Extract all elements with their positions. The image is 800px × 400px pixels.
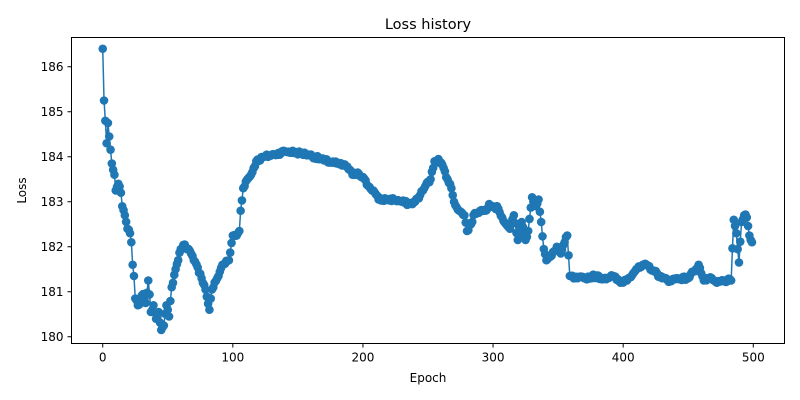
- data-point: [726, 276, 736, 285]
- data-point: [730, 221, 740, 231]
- data-point: [149, 300, 158, 310]
- data-point: [733, 244, 742, 254]
- data-point: [225, 248, 235, 257]
- data-point: [128, 260, 137, 270]
- data-point: [166, 296, 175, 306]
- data-point: [99, 96, 109, 105]
- data-point: [106, 145, 115, 154]
- y-tick-label: 180: [41, 330, 64, 344]
- data-point: [168, 278, 178, 288]
- data-point: [110, 170, 119, 180]
- data-point: [564, 251, 573, 260]
- y-axis-label: Loss: [15, 177, 29, 203]
- data-point: [734, 258, 744, 267]
- y-axis: 180 181 182 183 184 185 186: [41, 60, 72, 344]
- data-point: [538, 232, 547, 241]
- data-point: [224, 255, 234, 265]
- data-point: [120, 210, 130, 220]
- data-point: [129, 271, 139, 281]
- y-tick-label: 183: [41, 195, 64, 209]
- data-point: [102, 138, 111, 148]
- data-point: [206, 294, 216, 303]
- data-point: [125, 228, 135, 238]
- y-tick-label: 184: [41, 150, 64, 164]
- data-point: [143, 276, 153, 285]
- data-point: [535, 207, 545, 217]
- plot-area: [71, 37, 785, 344]
- data-point: [447, 183, 456, 193]
- data-point: [145, 290, 154, 299]
- data-point: [159, 321, 169, 330]
- data-point: [116, 188, 126, 198]
- data-point: [426, 174, 435, 184]
- data-point: [154, 307, 163, 317]
- data-point: [536, 217, 546, 227]
- data-point: [141, 298, 150, 308]
- x-tick-label: 0: [99, 351, 107, 365]
- data-point: [467, 217, 477, 227]
- x-tick-label: 200: [351, 351, 374, 365]
- data-point: [523, 226, 533, 236]
- data-point: [742, 213, 752, 222]
- data-point: [103, 118, 113, 128]
- data-point: [104, 132, 114, 141]
- data-point: [525, 214, 534, 224]
- data-point: [164, 312, 174, 321]
- x-tick-label: 500: [742, 351, 765, 365]
- data-point: [460, 210, 469, 220]
- data-point: [201, 285, 210, 294]
- x-tick-label: 100: [221, 351, 244, 365]
- data-point: [747, 237, 757, 247]
- y-tick-label: 181: [41, 285, 64, 299]
- data-point: [121, 217, 131, 227]
- data-point: [509, 210, 519, 220]
- chart-title: Loss history: [385, 17, 472, 33]
- data-point: [743, 221, 753, 231]
- y-tick-label: 185: [41, 105, 64, 119]
- data-point: [534, 195, 543, 204]
- y-tick-label: 186: [41, 60, 64, 74]
- x-axis-label: Epoch: [410, 371, 447, 385]
- data-point: [237, 196, 247, 205]
- data-point: [735, 237, 745, 246]
- data-point: [98, 44, 108, 54]
- data-point: [236, 206, 245, 216]
- data-point: [163, 305, 173, 315]
- y-tick-label: 182: [41, 240, 64, 254]
- data-point: [448, 190, 458, 200]
- data-point: [562, 231, 572, 240]
- data-point: [205, 305, 214, 315]
- data-point: [235, 226, 244, 236]
- loss-series: [98, 44, 757, 335]
- data-point: [227, 238, 236, 248]
- x-tick-label: 400: [612, 351, 635, 365]
- x-axis: 0 100 200 300 400 500: [99, 343, 765, 365]
- data-point: [173, 255, 183, 265]
- data-point: [127, 237, 136, 247]
- data-point: [732, 228, 741, 238]
- x-tick-label: 300: [482, 351, 505, 365]
